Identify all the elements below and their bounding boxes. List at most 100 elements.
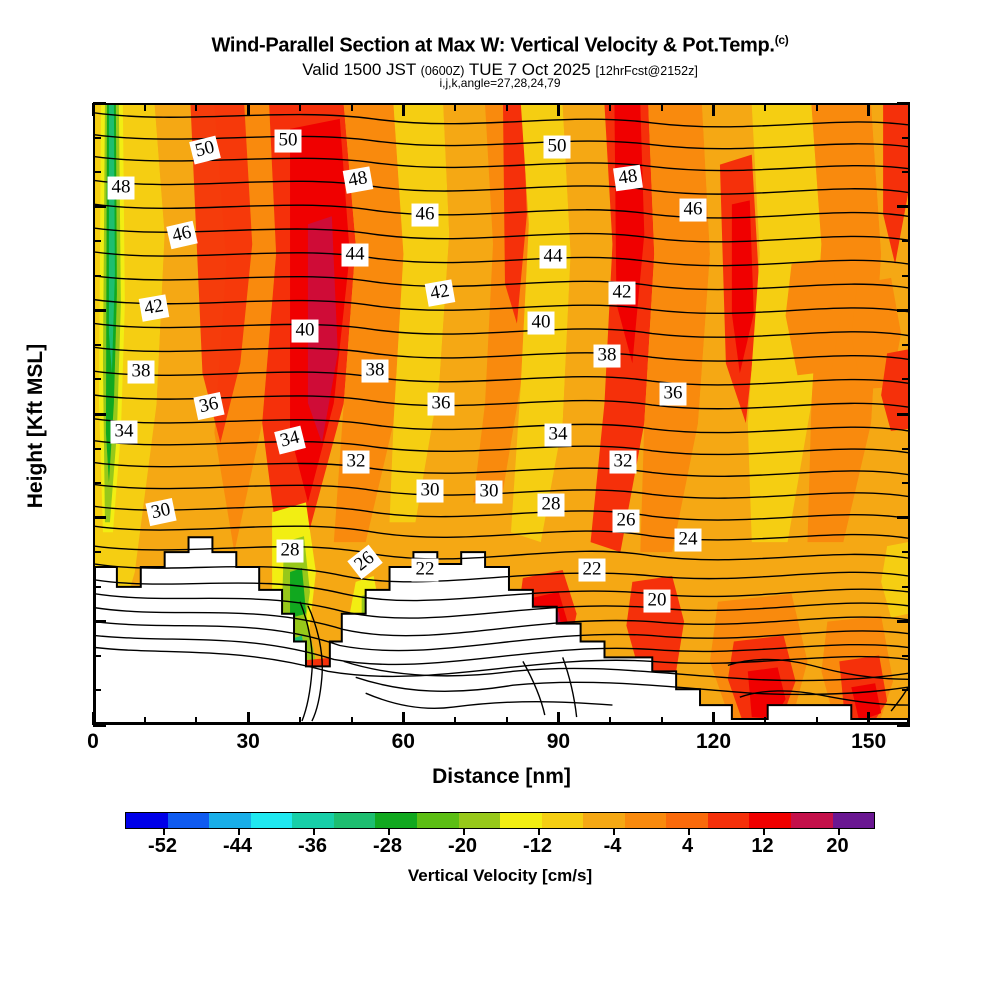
x-tick-label: 60 [391,730,415,753]
x-tick-90 [556,712,560,725]
colorbar-swatch[interactable] [583,813,625,828]
x-tick-130 [764,717,767,725]
colorbar-tick [237,829,240,835]
terrain-mask [95,536,908,723]
colorbar-tick [162,829,165,835]
isentrope-contours [95,112,908,722]
x-tick-70 [453,717,456,725]
colorbar-swatch[interactable] [791,813,833,828]
y-tick-right-16 [902,171,910,174]
contour-label: 20 [643,589,671,613]
x-tick-top-60 [401,103,405,116]
x-axis-title: Distance [nm] [432,765,571,788]
colorbar-swatch[interactable] [209,813,251,828]
colorbar-tick-label: -44 [223,835,252,857]
colorbar-swatch[interactable] [749,813,791,828]
field-layer [95,105,908,723]
colorbar-swatch[interactable] [250,813,293,828]
colorbar[interactable] [125,812,875,829]
contour-label: 48 [107,176,135,200]
y-tick-right-7 [902,482,910,485]
colorbar-tick-label: 20 [826,835,849,857]
x-tick-top-90 [556,103,560,116]
y-tick-17 [93,136,101,139]
colorbar-tick [537,829,540,835]
colorbar-swatch[interactable] [292,813,334,828]
y-tick-right-1 [902,689,910,692]
contour-label: 32 [342,450,370,474]
x-tick-60 [401,712,405,725]
x-tick-30 [246,712,250,725]
x-tick-top-150 [867,103,871,116]
x-tick-top-0 [91,103,95,116]
x-tick-110 [660,717,663,725]
y-tick-right-12 [897,308,910,312]
colorbar-swatch[interactable] [707,813,750,828]
contour-label: 22 [411,558,439,582]
colorbar-tick [612,829,615,835]
contour-label: 34 [110,420,138,444]
y-tick-right-4 [902,585,910,588]
title-text: Wind-Parallel Section at Max W: Vertical… [211,34,775,57]
x-tick-80 [505,717,508,725]
x-tick-40 [298,717,301,725]
y-tick-6 [93,516,106,520]
x-tick-top-80 [505,103,508,111]
contour-label: 48 [613,164,643,192]
y-tick-right-18 [897,101,910,105]
y-tick-0 [93,723,106,727]
colorbar-swatch[interactable] [624,813,667,828]
y-tick-2 [93,654,101,657]
colorbar-swatch[interactable] [666,813,708,828]
y-tick-right-5 [902,551,910,554]
x-tick-140 [815,717,818,725]
x-tick-top-130 [764,103,767,111]
y-tick-right-9 [897,412,910,416]
contour-label: 38 [593,344,621,368]
contour-label: 50 [274,129,302,153]
x-tick-top-50 [350,103,353,111]
x-tick-top-110 [660,103,663,111]
x-tick-10 [143,717,146,725]
colorbar-swatch[interactable] [832,813,875,828]
y-tick-8 [93,447,101,450]
contour-label: 22 [578,558,606,582]
colorbar-swatch[interactable] [375,813,417,828]
contour-label: 24 [674,528,702,552]
x-tick-top-120 [712,103,715,116]
x-tick-top-20 [195,103,198,111]
colorbar-swatch[interactable] [500,813,542,828]
x-tick-top-140 [815,103,818,111]
contour-label: 36 [659,382,687,406]
colorbar-swatch[interactable] [416,813,459,828]
colorbar-tick [762,829,765,835]
y-tick-right-13 [902,274,910,277]
contour-label: 38 [127,360,155,384]
y-tick-right-11 [902,343,910,346]
y-tick-5 [93,551,101,554]
contour-label: 30 [416,479,444,503]
y-axis-title: Height [Kft MSL] [24,343,47,509]
cross-section-plot [95,105,908,723]
colorbar-tick [687,829,690,835]
y-tick-right-14 [902,240,910,243]
contour-label: 26 [612,509,640,533]
y-tick-right-0 [897,723,910,727]
contour-label: 42 [138,294,170,322]
x-tick-label: 120 [695,730,732,753]
contour-label: 34 [544,423,572,447]
colorbar-swatch[interactable] [541,813,584,828]
y-tick-right-10 [902,378,910,381]
contour-label: 44 [341,243,369,267]
colorbar-swatch[interactable] [458,813,501,828]
colorbar-swatch[interactable] [167,813,210,828]
x-tick-label: 0 [87,730,99,753]
contour-label: 42 [608,281,636,305]
x-tick-50 [350,717,353,725]
contour-label: 40 [291,319,319,343]
contour-label: 36 [427,392,455,416]
colorbar-swatch[interactable] [126,813,168,828]
colorbar-swatch[interactable] [333,813,376,828]
subtitle-indices: i,j,k,angle=27,28,24,79 [439,76,561,90]
